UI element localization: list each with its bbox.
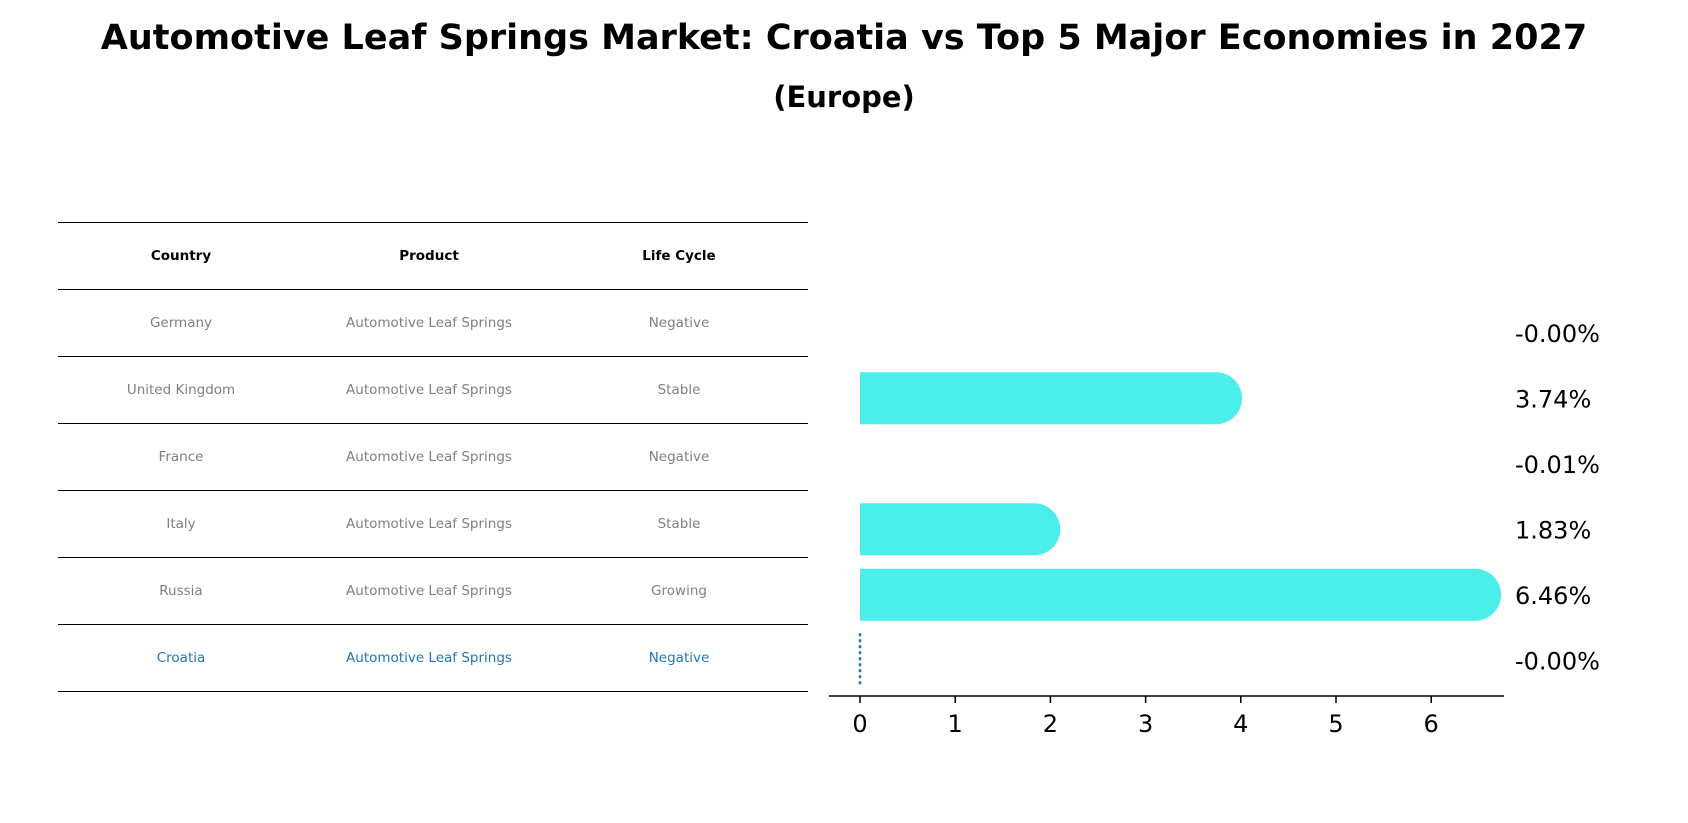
country-cell: France bbox=[158, 449, 204, 465]
header-country: Country bbox=[150, 248, 212, 264]
x-tick-label: 1 bbox=[948, 710, 963, 738]
product-cell: Automotive Leaf Springs bbox=[346, 583, 512, 599]
bar bbox=[860, 568, 1501, 621]
value-label: 6.46% bbox=[1515, 582, 1591, 610]
country-cell: Italy bbox=[166, 516, 196, 532]
country-cell: Germany bbox=[149, 315, 213, 331]
life-cycle-cell: Negative bbox=[648, 449, 710, 465]
header-product: Product bbox=[399, 248, 459, 264]
table-row: Germany Automotive Leaf Springs Negative bbox=[58, 289, 808, 356]
value-label: 3.74% bbox=[1515, 385, 1591, 413]
x-tick-label: 5 bbox=[1328, 710, 1343, 738]
life-cycle-cell: Negative bbox=[648, 315, 710, 331]
product-cell: Automotive Leaf Springs bbox=[346, 382, 512, 398]
product-cell: Automotive Leaf Springs bbox=[346, 516, 512, 532]
life-cycle-cell: Negative bbox=[648, 650, 710, 666]
chart-subtitle: (Europe) bbox=[773, 80, 915, 114]
product-cell: Automotive Leaf Springs bbox=[346, 650, 512, 666]
value-label: -0.00% bbox=[1515, 647, 1600, 675]
country-cell: United Kingdom bbox=[126, 382, 236, 398]
x-tick-label: 6 bbox=[1424, 710, 1439, 738]
bar bbox=[860, 372, 1243, 425]
table-row: Russia Automotive Leaf Springs Growing bbox=[58, 557, 808, 624]
x-tick-label: 3 bbox=[1138, 710, 1153, 738]
x-tick-label: 4 bbox=[1233, 710, 1248, 738]
country-table: Country Product Life Cycle Germany Autom… bbox=[58, 222, 808, 692]
header-life-cycle: Life Cycle bbox=[642, 248, 716, 264]
bar bbox=[860, 503, 1061, 556]
value-label: -0.01% bbox=[1515, 451, 1600, 479]
country-cell: Russia bbox=[159, 583, 203, 599]
table-row: Italy Automotive Leaf Springs Stable bbox=[58, 490, 808, 557]
product-cell: Automotive Leaf Springs bbox=[346, 449, 512, 465]
table-row-highlighted: Croatia Automotive Leaf Springs Negative bbox=[58, 624, 808, 692]
table-header-row: Country Product Life Cycle bbox=[58, 222, 808, 289]
country-cell: Croatia bbox=[156, 650, 206, 666]
table-row: France Automotive Leaf Springs Negative bbox=[58, 423, 808, 490]
x-tick-label: 2 bbox=[1043, 710, 1058, 738]
x-tick-label: 0 bbox=[852, 710, 867, 738]
value-label: -0.00% bbox=[1515, 320, 1600, 348]
life-cycle-cell: Stable bbox=[657, 382, 701, 398]
value-label: 1.83% bbox=[1515, 516, 1591, 544]
table-row: United Kingdom Automotive Leaf Springs S… bbox=[58, 356, 808, 423]
chart-title: Automotive Leaf Springs Market: Croatia … bbox=[100, 18, 1588, 58]
product-cell: Automotive Leaf Springs bbox=[346, 315, 512, 331]
life-cycle-cell: Growing bbox=[651, 583, 707, 599]
life-cycle-cell: Stable bbox=[657, 516, 701, 532]
